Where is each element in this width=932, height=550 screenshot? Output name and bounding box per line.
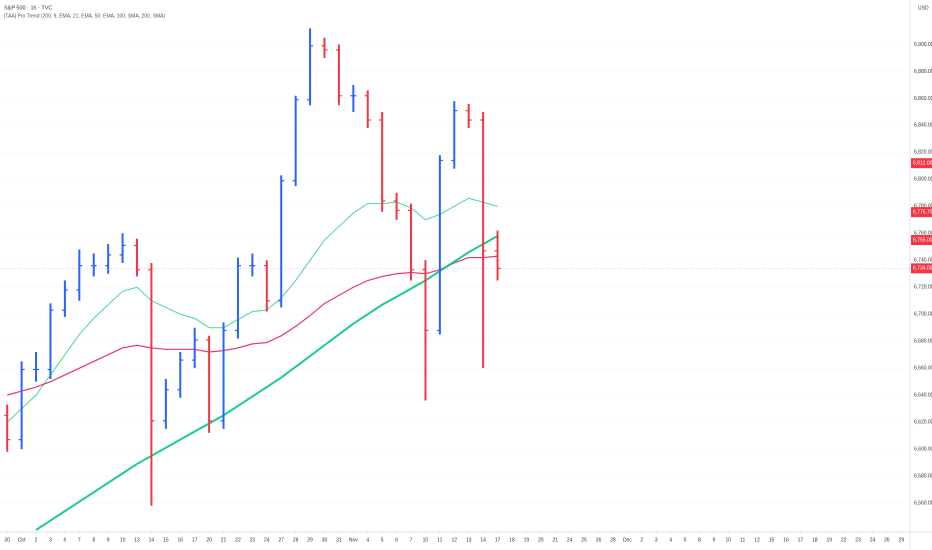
y-tick-label: 6,840.00 (914, 123, 932, 129)
x-tick-label: 6 (64, 537, 67, 543)
x-tick-label: 21 (552, 537, 558, 543)
y-tick-label: 6,700.00 (914, 312, 932, 318)
y-tick-label: 6,800.00 (914, 177, 932, 183)
x-tick-label: 22 (235, 537, 241, 543)
x-tick-label: 9 (107, 537, 110, 543)
y-tick-label: 6,900.00 (914, 42, 932, 48)
y-tick-label: 6,860.00 (914, 96, 932, 102)
x-tick-label: 22 (841, 537, 847, 543)
x-tick-label: 13 (466, 537, 472, 543)
x-tick-label: 26 (596, 537, 602, 543)
x-tick-label: 24 (264, 537, 270, 543)
y-tick-label: 6,720.00 (914, 285, 932, 291)
currency: USD (918, 5, 929, 11)
x-tick-label: 8 (92, 537, 95, 543)
x-tick-label: Oct (18, 537, 26, 543)
x-tick-label: 15 (769, 537, 775, 543)
x-tick-label: 5 (381, 537, 384, 543)
y-tick-label: 6,600.00 (914, 446, 932, 452)
x-tick-label: 9 (712, 537, 715, 543)
x-tick-label: 8 (698, 537, 701, 543)
x-tick-label: 29 (307, 537, 313, 543)
x-tick-label: 13 (134, 537, 140, 543)
moving-average (35, 235, 499, 531)
x-tick-label: 26 (884, 537, 890, 543)
x-tick-label: 2 (640, 537, 643, 543)
x-tick-label: 14 (480, 537, 486, 543)
x-tick-label: 24 (567, 537, 573, 543)
x-tick-label: 31 (336, 537, 342, 543)
x-tick-label: 19 (826, 537, 832, 543)
price-label-box (911, 235, 932, 246)
x-tick-label: 10 (120, 537, 126, 543)
moving-average (7, 255, 498, 396)
y-tick-label: 6,640.00 (914, 392, 932, 398)
x-tick-label: 12 (451, 537, 457, 543)
x-tick-label: 12 (754, 537, 760, 543)
y-tick-label: 6,740.00 (914, 258, 932, 264)
y-tick-label: 6,680.00 (914, 339, 932, 345)
x-tick-label: 7 (78, 537, 81, 543)
y-tick-label: 6,580.00 (914, 473, 932, 479)
y-tick-label: 6,560.00 (914, 500, 932, 506)
x-tick-label: 3 (49, 537, 52, 543)
price-label-box (911, 158, 932, 169)
x-tick-label: 6 (395, 537, 398, 543)
x-tick-label: 17 (495, 537, 501, 543)
x-tick-label: 7 (410, 537, 413, 543)
price-label: 6,734.00 (913, 266, 932, 272)
price-label-box (911, 207, 932, 218)
x-tick-label: 23 (250, 537, 256, 543)
x-tick-label: 3 (655, 537, 658, 543)
x-tick-label: 23 (855, 537, 861, 543)
x-tick-label: 17 (192, 537, 198, 543)
x-tick-label: 20 (538, 537, 544, 543)
x-tick-label: 4 (366, 537, 369, 543)
x-tick-label: 14 (149, 537, 155, 543)
y-tick-label: 6,880.00 (914, 69, 932, 75)
x-tick-label: 11 (740, 537, 745, 543)
x-tick-label: 28 (293, 537, 299, 543)
x-tick-label: 15 (163, 537, 169, 543)
x-tick-label: 28 (610, 537, 616, 543)
x-tick-label: 30 (322, 537, 328, 543)
x-tick-label: 16 (177, 537, 183, 543)
x-tick-label: 18 (812, 537, 818, 543)
x-tick-label: 10 (423, 537, 429, 543)
x-tick-label: Nov (349, 537, 358, 543)
moving-average (6, 197, 498, 423)
x-tick-label: 2 (35, 537, 38, 543)
x-tick-label: 27 (278, 537, 284, 543)
x-tick-label: 5 (684, 537, 687, 543)
x-tick-label: 24 (870, 537, 876, 543)
chart-title: S&P 500 · 1h · TVC (4, 5, 52, 11)
x-tick-label: 16 (783, 537, 789, 543)
y-tick-label: 6,760.00 (914, 231, 932, 237)
x-tick-label: 30 (4, 537, 10, 543)
y-tick-label: 6,660.00 (914, 365, 932, 371)
y-tick-label: 6,620.00 (914, 419, 932, 425)
price-label: 6,812.00 (913, 161, 932, 167)
price-label: 6,775.70 (913, 209, 932, 215)
x-tick-label: 17 (798, 537, 804, 543)
indicator-legend: [TAA] Pro Trend (200, 9, EMA, 21, EMA, 5… (4, 13, 165, 19)
price-label-box (911, 263, 932, 274)
x-tick-label: 25 (581, 537, 587, 543)
x-tick-label: 21 (221, 537, 227, 543)
x-tick-label: 4 (669, 537, 672, 543)
y-tick-label: 6,820.00 (914, 150, 932, 156)
x-tick-label: 11 (437, 537, 442, 543)
x-tick-label: 29 (899, 537, 905, 543)
x-tick-label: 10 (726, 537, 732, 543)
x-tick-label: Dec (623, 537, 632, 543)
x-tick-label: 18 (509, 537, 515, 543)
y-tick-label: 6,780.00 (914, 204, 932, 210)
price-label: 6,755.00 (913, 237, 932, 243)
x-tick-label: 19 (524, 537, 530, 543)
x-tick-label: 20 (206, 537, 212, 543)
